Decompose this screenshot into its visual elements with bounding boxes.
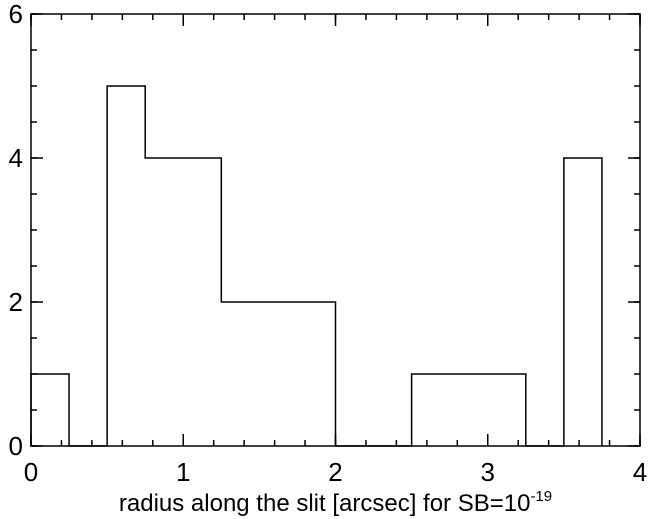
- y-tick-label: 2: [9, 287, 23, 317]
- y-tick-labels: 0 2 4 6: [9, 0, 23, 461]
- x-axis-title-exponent: -19: [530, 488, 552, 505]
- y-tick-label: 6: [9, 0, 23, 29]
- x-tick-label: 1: [176, 457, 190, 487]
- x-axis-title-main: radius along the slit [arcsec] for SB=10: [119, 490, 531, 517]
- plot-frame: [30, 13, 641, 447]
- x-tick-label: 4: [633, 457, 647, 487]
- histogram-step-line: [30, 85, 603, 447]
- x-tick-label: 2: [328, 457, 342, 487]
- x-tick-labels: 0 1 2 3 4: [24, 457, 647, 487]
- y-tick-label: 4: [9, 143, 23, 173]
- y-tick-label: 0: [9, 431, 23, 461]
- x-tick-label: 3: [481, 457, 495, 487]
- x-axis-title: radius along the slit [arcsec] for SB=10…: [119, 488, 552, 517]
- x-tick-label: 0: [24, 457, 38, 487]
